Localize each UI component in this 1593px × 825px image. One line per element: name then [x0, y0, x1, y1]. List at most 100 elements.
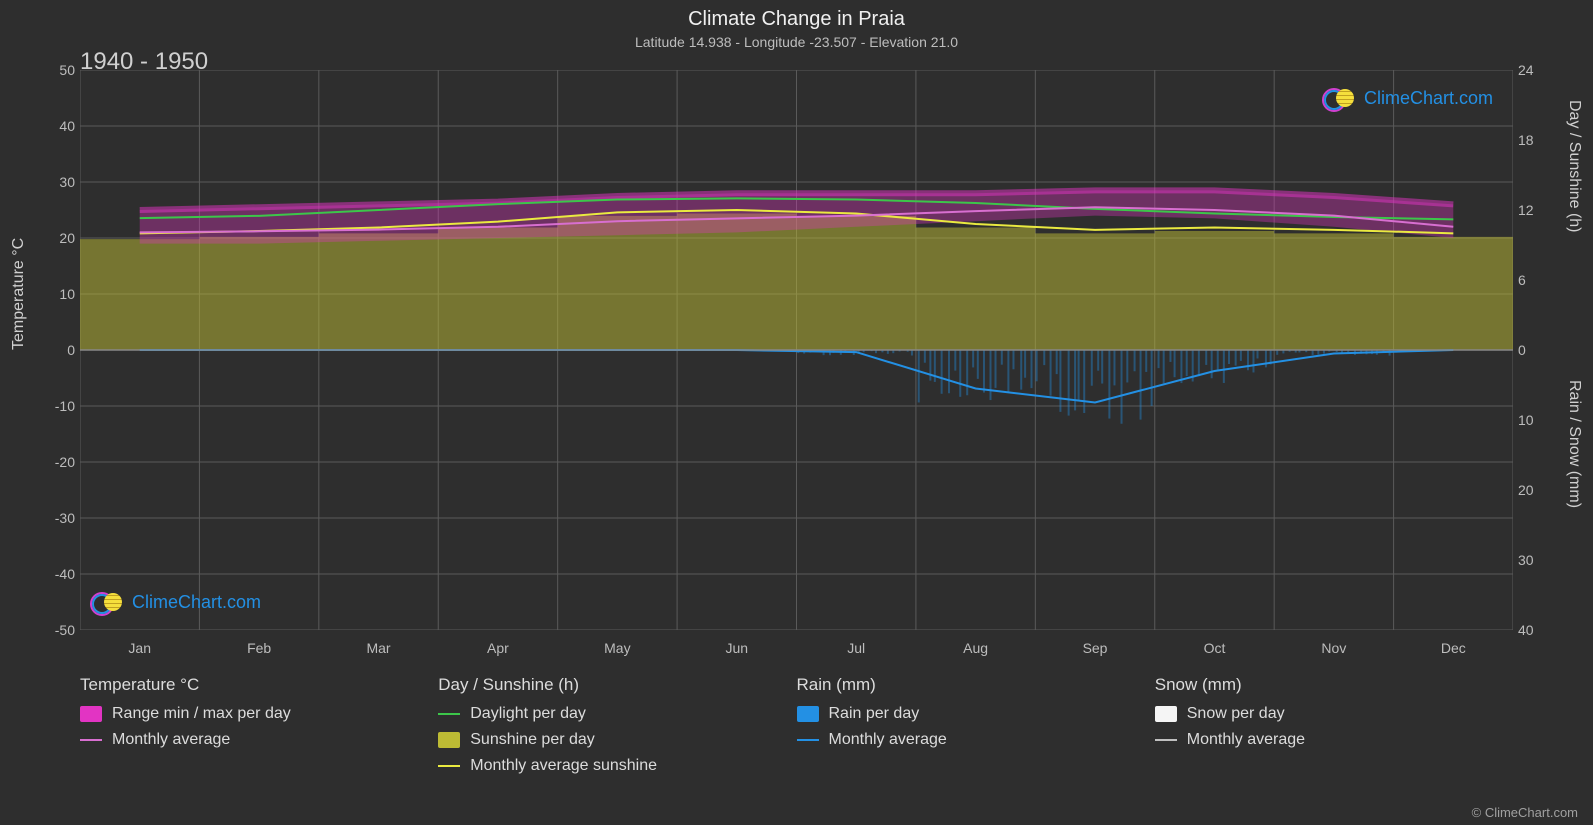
right-tick-label: 40	[1518, 622, 1553, 638]
legend-title: Day / Sunshine (h)	[438, 675, 796, 695]
rain-bar	[972, 350, 974, 367]
sun-icon	[104, 593, 122, 611]
right-tick-label: 0	[1518, 342, 1553, 358]
rain-bar	[1174, 350, 1176, 377]
legend-swatch-line-icon	[797, 739, 819, 741]
rain-bar	[918, 350, 920, 402]
left-tick-label: 0	[40, 342, 75, 358]
rain-bar	[1211, 350, 1213, 378]
right-tick-label: 20	[1518, 482, 1553, 498]
legend-item: Range min / max per day	[80, 705, 438, 723]
legend-label: Daylight per day	[470, 705, 586, 723]
rain-bar	[1012, 350, 1014, 369]
plot-area	[80, 70, 1513, 630]
rain-bar	[1240, 350, 1242, 361]
left-tick-label: 10	[40, 286, 75, 302]
rain-bar	[1091, 350, 1093, 386]
rain-bar	[1068, 350, 1070, 416]
rain-bar	[948, 350, 950, 393]
month-tick-label: Jul	[831, 640, 881, 656]
left-tick-label: -50	[40, 622, 75, 638]
rain-bar	[1145, 350, 1147, 372]
watermark-text: ClimeChart.com	[132, 592, 261, 613]
rain-bar	[1205, 350, 1207, 365]
rain-bar	[954, 350, 956, 371]
rain-bar	[966, 350, 968, 395]
month-tick-label: Jun	[712, 640, 762, 656]
legend-column: Day / Sunshine (h) Daylight per day Sunshi…	[438, 675, 796, 815]
month-tick-label: Jan	[115, 640, 165, 656]
left-tick-label: -30	[40, 510, 75, 526]
rain-bar	[1151, 350, 1153, 406]
rain-bar	[1228, 350, 1230, 364]
rain-bar	[1074, 350, 1076, 410]
legend-column: Temperature °CRange min / max per dayMon…	[80, 675, 438, 815]
watermark-top-right: ClimeChart.com	[1322, 86, 1493, 110]
right-tick-label: 12	[1518, 202, 1553, 218]
watermark-text: ClimeChart.com	[1364, 88, 1493, 109]
rain-bar	[924, 350, 926, 363]
month-tick-label: Sep	[1070, 640, 1120, 656]
rain-bar	[1158, 350, 1160, 368]
rain-bar	[1198, 350, 1200, 376]
rain-bar	[1097, 350, 1099, 371]
right-tick-label: 24	[1518, 62, 1553, 78]
chart-container: Climate Change in Praia Latitude 14.938 …	[0, 0, 1593, 825]
logo-icon	[1322, 86, 1358, 110]
rain-bar	[959, 350, 961, 397]
month-tick-label: Oct	[1189, 640, 1239, 656]
rain-bar	[1140, 350, 1142, 420]
rain-bar	[1252, 350, 1254, 372]
rain-bar	[929, 350, 931, 381]
rain-bar	[911, 350, 913, 356]
rain-bar	[983, 350, 985, 393]
rain-bar	[941, 350, 943, 394]
legend-swatch-line-icon	[80, 739, 102, 741]
month-tick-label: Nov	[1309, 640, 1359, 656]
right-axis-bottom-label: Rain / Snow (mm)	[1565, 380, 1583, 508]
legend-label: Sunshine per day	[470, 731, 595, 749]
sun-icon	[1336, 89, 1354, 107]
legend-swatch-line-icon	[438, 713, 460, 715]
rain-bar	[1186, 350, 1188, 376]
left-tick-label: -20	[40, 454, 75, 470]
legend-label: Snow per day	[1187, 705, 1285, 723]
rain-bar	[1217, 350, 1219, 371]
legend-swatch-line-icon	[438, 765, 460, 767]
right-tick-label: 10	[1518, 412, 1553, 428]
legend-item: Monthly average	[1155, 731, 1513, 749]
rain-bar	[1134, 350, 1136, 371]
left-tick-label: -40	[40, 566, 75, 582]
chart-title: Climate Change in Praia	[0, 8, 1593, 31]
month-tick-label: May	[592, 640, 642, 656]
rain-bar	[1126, 350, 1128, 382]
right-axis-top-label: Day / Sunshine (h)	[1565, 100, 1583, 233]
rain-bar	[1024, 350, 1026, 378]
rain-bar	[1007, 350, 1009, 392]
legend-label: Monthly average	[829, 731, 947, 749]
rain-bar	[1030, 350, 1032, 388]
legend-swatch-block-icon	[797, 706, 819, 722]
rain-bar	[1078, 350, 1080, 401]
rain-bar	[1083, 350, 1085, 413]
legend-label: Monthly average	[112, 731, 230, 749]
logo-icon	[90, 590, 126, 614]
legend-swatch-block-icon	[438, 732, 460, 748]
legend-label: Monthly average sunshine	[470, 757, 657, 775]
left-tick-label: 40	[40, 118, 75, 134]
legend-swatch-block-icon	[80, 706, 102, 722]
month-tick-label: Dec	[1428, 640, 1478, 656]
legend-label: Range min / max per day	[112, 705, 291, 723]
legend-swatch-line-icon	[1155, 739, 1177, 741]
left-tick-label: 50	[40, 62, 75, 78]
rain-bar	[1036, 350, 1038, 381]
legend-column: Snow (mm)Snow per dayMonthly average	[1155, 675, 1513, 815]
left-axis-label: Temperature °C	[10, 238, 28, 350]
rain-bar	[1180, 350, 1182, 383]
rain-bar	[1108, 350, 1110, 419]
copyright-label: © ClimeChart.com	[1472, 805, 1578, 820]
right-tick-label: 30	[1518, 552, 1553, 568]
legend-item: Snow per day	[1155, 705, 1513, 723]
left-tick-label: 20	[40, 230, 75, 246]
legend: Temperature °CRange min / max per dayMon…	[80, 675, 1513, 815]
